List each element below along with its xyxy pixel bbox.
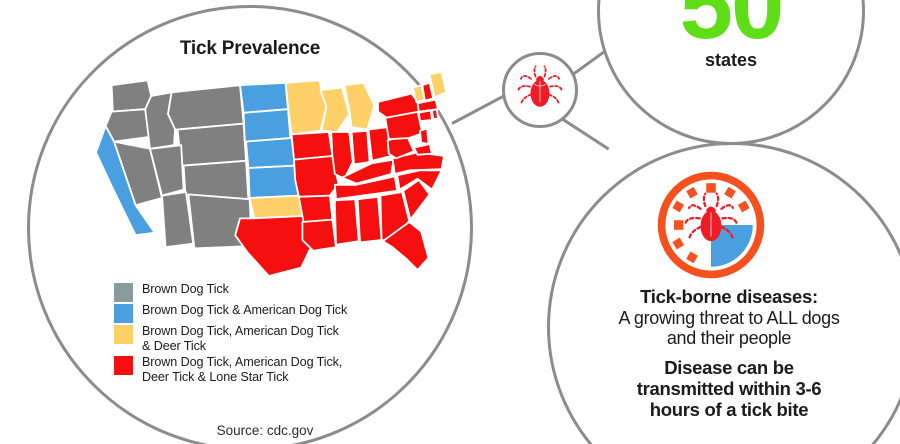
state-OK	[248, 194, 304, 220]
disease-heading: Tick-borne diseases:	[640, 286, 818, 307]
legend-label-3-line1: Brown Dog Tick, American Dog Tick,	[142, 355, 343, 369]
disease-note-line1: Disease can be	[664, 357, 794, 378]
tick-badge-circle	[502, 52, 578, 128]
state-SD	[242, 108, 292, 143]
disease-note-line3: hours of a tick bite	[649, 399, 809, 420]
state-NH	[421, 81, 435, 102]
state-ME	[428, 72, 448, 99]
state-ND	[239, 81, 289, 114]
connector-line-bottom	[559, 116, 610, 151]
state-FL	[381, 221, 430, 271]
state-WY	[176, 122, 247, 167]
legend-swatch-blue	[114, 304, 133, 323]
state-CT	[417, 109, 433, 123]
state-KS	[247, 164, 300, 199]
state-NJ	[419, 127, 430, 145]
state-AL	[356, 195, 383, 244]
state-MA	[416, 98, 439, 113]
state-MS	[333, 198, 360, 246]
source-attribution: Source: cdc.gov	[216, 423, 314, 438]
disease-subheading-line1: A growing threat to ALL dogs	[618, 308, 840, 328]
clock-ticks	[672, 183, 750, 264]
disease-note: Disease can be transmitted within 3-6 ho…	[560, 357, 898, 420]
clock-tick-icon	[657, 171, 765, 279]
state-MI	[343, 81, 376, 131]
legend-label-2: Brown Dog Tick, American Dog Tick & Deer…	[142, 324, 339, 354]
legend-label-3-line2: Deer Tick & Lone Star Tick	[142, 370, 289, 384]
legend-item-2: Brown Dog Tick, American Dog Tick & Deer…	[114, 324, 434, 354]
legend-swatch-yellow	[114, 325, 133, 344]
clock-tick-bug	[684, 192, 738, 242]
tick-icon	[517, 65, 563, 107]
state-IA	[290, 131, 334, 161]
us-tick-prevalence-map	[95, 72, 448, 277]
legend-item-3: Brown Dog Tick, American Dog Tick, Deer …	[114, 355, 434, 385]
state-SC	[402, 179, 431, 221]
state-OR	[104, 108, 151, 143]
legend-item-1: Brown Dog Tick & American Dog Tick	[114, 303, 434, 323]
state-RI	[431, 108, 439, 120]
legend-label-1-line1: Brown Dog Tick & American Dog Tick	[142, 303, 348, 317]
state-AR	[297, 194, 334, 223]
tick-head	[536, 76, 544, 85]
state-KY	[341, 158, 395, 185]
disease-subheading-line2: and their people	[666, 328, 792, 348]
legend-swatch-red	[114, 356, 133, 375]
legend-label-0-line1: Brown Dog Tick	[142, 282, 229, 296]
connector-line-left	[451, 93, 508, 125]
states-count: 50	[679, 0, 785, 59]
state-TN	[333, 175, 399, 201]
legend-label-3: Brown Dog Tick, American Dog Tick, Deer …	[142, 355, 342, 385]
state-NE	[245, 137, 297, 169]
clock-wedge	[711, 225, 753, 267]
clock-ring	[657, 171, 765, 279]
legend-label-1: Brown Dog Tick & American Dog Tick	[142, 303, 347, 318]
legend-label-2-line1: Brown Dog Tick, American Dog Tick	[142, 324, 339, 338]
disease-note-line2: transmitted within 3-6	[636, 378, 822, 399]
states-label: states	[704, 50, 758, 70]
state-MN	[284, 79, 328, 136]
state-MO	[293, 155, 340, 198]
legend-swatch-gray	[114, 283, 133, 302]
legend-item-0: Brown Dog Tick	[114, 282, 434, 302]
state-CA	[95, 125, 156, 237]
state-IL	[330, 131, 354, 180]
disease-subheading: A growing threat to ALL dogs and their p…	[560, 308, 898, 348]
map-legend: Brown Dog Tick Brown Dog Tick & American…	[114, 282, 434, 386]
legend-label-0: Brown Dog Tick	[142, 282, 229, 297]
page-title: Tick Prevalence	[179, 38, 321, 59]
state-MD	[413, 143, 433, 156]
state-IN	[350, 129, 371, 166]
state-UT	[149, 144, 185, 197]
legend-label-2-line2: & Deer Tick	[142, 339, 206, 353]
disease-text-block: Tick-borne diseases: A growing threat to…	[560, 286, 898, 420]
state-MT	[167, 84, 245, 131]
state-LA	[301, 218, 337, 252]
